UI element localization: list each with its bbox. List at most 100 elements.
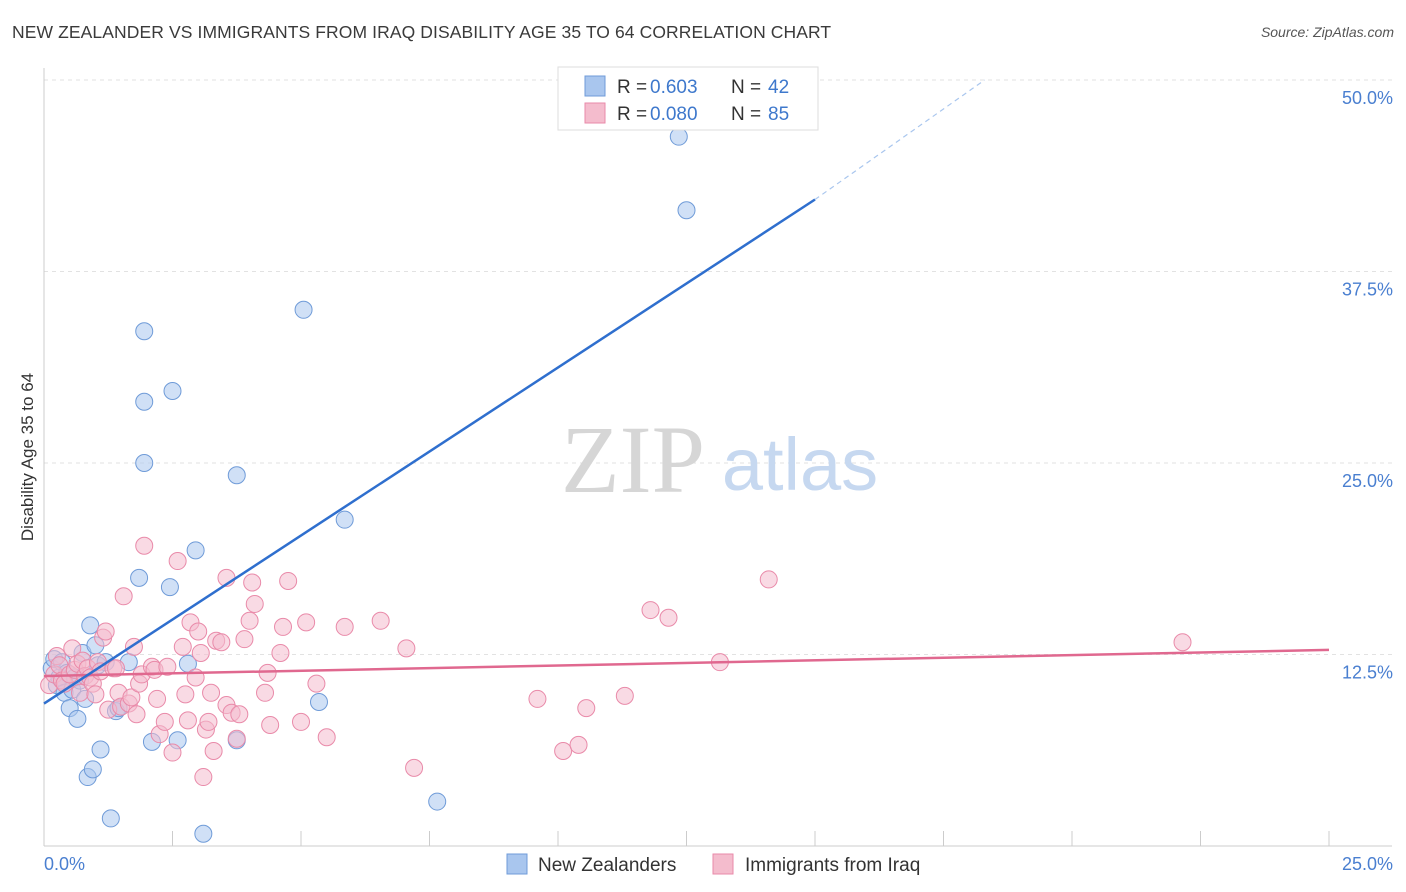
iraq-point: [256, 683, 275, 702]
iraq-point: [106, 659, 125, 678]
iraq-point: [122, 688, 141, 707]
bottom-legend-swatch-pink: [712, 853, 734, 875]
x-tick-label-max: 25.0%: [1342, 854, 1393, 874]
y-tick-label: 12.5%: [1342, 663, 1393, 683]
new-zealander-point: [130, 568, 149, 587]
legend-n-label-blue: N =: [731, 77, 761, 98]
iraq-point: [199, 712, 218, 731]
iraq-immigrants-points: [40, 536, 1192, 787]
iraq-point: [173, 637, 192, 656]
legend-r-value-pink: 0.080: [650, 104, 698, 125]
iraq-point: [335, 617, 354, 636]
iraq-point: [317, 728, 336, 747]
new-zealander-point: [135, 392, 154, 411]
new-zealander-point: [309, 692, 328, 711]
bottom-legend-swatch-blue: [506, 853, 528, 875]
iraq-point: [297, 613, 316, 632]
new-zealander-point: [294, 300, 313, 319]
iraq-point: [261, 715, 280, 734]
y-tick-label: 37.5%: [1342, 280, 1393, 300]
source-credit: Source: ZipAtlas.com: [1260, 24, 1394, 40]
new-zealander-point: [428, 792, 447, 811]
iraq-point: [202, 683, 221, 702]
legend-swatch-pink: [584, 102, 606, 124]
iraq-point: [230, 705, 249, 724]
gridlines: [44, 79, 1392, 655]
new-zealander-point: [677, 201, 696, 220]
iraq-point: [189, 622, 208, 641]
iraq-point: [279, 571, 298, 590]
iraq-point: [96, 622, 115, 641]
new-zealander-point: [91, 740, 110, 759]
iraq-point: [569, 735, 588, 754]
iraq-point: [577, 699, 596, 718]
axes: [43, 68, 1392, 847]
legend-n-label-pink: N =: [731, 104, 761, 125]
iraq-point: [240, 611, 259, 630]
iraq-point: [212, 633, 231, 652]
iraq-point: [163, 743, 182, 762]
iraq-point: [554, 742, 573, 761]
x-tick-label-min: 0.0%: [44, 854, 85, 874]
y-tick-label: 25.0%: [1342, 471, 1393, 491]
iraq-point: [258, 663, 277, 682]
new-zealander-point: [227, 466, 246, 485]
legend-r-label-blue: R =: [617, 77, 647, 98]
iraq-point: [176, 685, 195, 704]
chart-title: NEW ZEALANDER VS IMMIGRANTS FROM IRAQ DI…: [12, 22, 832, 42]
iraq-point: [114, 587, 133, 606]
iraq-point: [204, 742, 223, 761]
iraq-point: [158, 657, 177, 676]
iraq-trend-line: [43, 648, 1330, 678]
iraq-point: [659, 608, 678, 627]
iraq-point: [148, 689, 167, 708]
legend-r-value-blue: 0.603: [650, 77, 698, 98]
iraq-point: [1173, 633, 1192, 652]
iraq-point: [127, 705, 146, 724]
watermark-atlas: atlas: [722, 423, 878, 506]
iraq-point: [178, 711, 197, 730]
iraq-point: [245, 594, 264, 613]
new-zealander-point: [194, 824, 213, 843]
iraq-point: [86, 685, 105, 704]
new-zealander-point: [669, 127, 688, 146]
legend-r-label-pink: R =: [617, 104, 647, 125]
trend-lines: [43, 79, 1330, 705]
new-zealander-point: [163, 381, 182, 400]
new-zealander-point: [335, 510, 354, 529]
new-zealander-point: [135, 454, 154, 472]
y-tick-labels: 12.5% 25.0% 37.5% 50.0%: [1342, 88, 1393, 683]
legend-n-value-pink: 85: [768, 104, 789, 125]
new-zealanders-trend-extension: [814, 79, 985, 200]
svg-text:R = 0.603 N =: R = 0.603 N = 42: [617, 77, 789, 98]
bottom-legend: New Zealanders Immigrants from Iraq: [506, 853, 920, 876]
inset-legend: R = 0.603 N = 42 R = 0.080 N = 85: [557, 66, 819, 131]
new-zealander-point: [68, 709, 87, 728]
new-zealanders-trend-line: [43, 198, 816, 705]
iraq-point: [615, 686, 634, 705]
new-zealander-point: [160, 578, 179, 597]
watermark-zip: ZIP: [561, 406, 705, 513]
iraq-point: [641, 601, 660, 620]
x-ticks: [43, 831, 1330, 846]
iraq-point: [168, 552, 187, 571]
new-zealander-point: [101, 809, 120, 828]
iraq-point: [397, 639, 416, 658]
iraq-point: [191, 643, 210, 662]
iraq-point: [371, 611, 390, 630]
iraq-point: [274, 617, 293, 636]
iraq-point: [292, 712, 310, 731]
iraq-point: [135, 536, 154, 555]
iraq-point: [155, 712, 174, 731]
iraq-point: [271, 643, 290, 662]
iraq-point: [528, 689, 547, 708]
iraq-point: [194, 768, 213, 787]
svg-text:R = 0.080 N =: R = 0.080 N = 85: [617, 104, 789, 125]
y-axis-title: Disability Age 35 to 64: [18, 373, 37, 541]
new-zealander-point: [186, 541, 205, 560]
iraq-point: [243, 573, 262, 592]
new-zealander-point: [135, 322, 154, 341]
new-zealander-point: [81, 616, 100, 635]
bottom-legend-label-pink: Immigrants from Iraq: [745, 855, 920, 876]
